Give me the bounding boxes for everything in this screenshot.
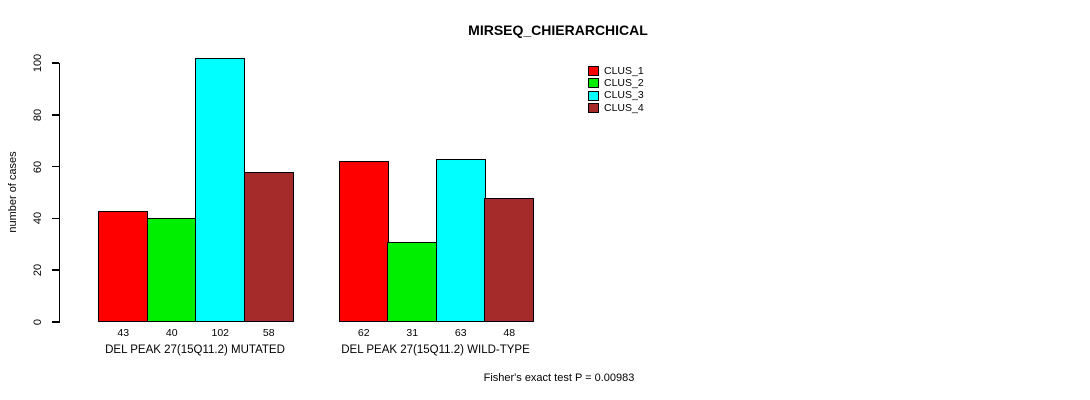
bar-value-label: 102: [211, 326, 230, 339]
legend-item-label: CLUS_2: [604, 76, 644, 89]
legend-item: CLUS_2: [588, 77, 644, 89]
legend-color-swatch-CLUS_2: [588, 78, 599, 89]
legend-item: CLUS_1: [588, 65, 644, 77]
y-tick-label: 100: [32, 53, 44, 73]
y-tick-label: 60: [32, 160, 44, 173]
legend-item: CLUS_3: [588, 90, 644, 102]
y-tick: [52, 165, 59, 168]
legend-color-swatch-CLUS_3: [588, 90, 599, 101]
bar-value-label: 62: [357, 326, 370, 339]
legend-item-label: CLUS_1: [604, 64, 644, 77]
bar-CLUS_1-group-2: [338, 161, 389, 322]
category-label: DEL PEAK 27(15Q11.2) WILD-TYPE: [341, 344, 530, 356]
chart-title: MIRSEQ_CHIERARCHICAL: [468, 22, 648, 38]
bar-CLUS_2-group-2: [387, 241, 437, 322]
legend-color-swatch-CLUS_1: [588, 66, 599, 77]
bar-value-label: 58: [262, 326, 275, 339]
bar-CLUS_4-group-2: [484, 197, 534, 322]
category-label: DEL PEAK 27(15Q11.2) MUTATED: [105, 344, 285, 356]
bar-value-label: 48: [503, 326, 516, 339]
legend-color-swatch-CLUS_4: [588, 103, 599, 114]
bar-CLUS_1-group-1: [98, 210, 148, 322]
y-tick: [52, 321, 59, 323]
bar-value-label: 43: [117, 326, 130, 339]
legend-item-label: CLUS_3: [604, 89, 644, 102]
y-tick: [52, 62, 59, 64]
y-tick-label: 40: [32, 212, 44, 225]
bar-value-label: 63: [454, 326, 467, 339]
y-axis-line: [58, 62, 60, 323]
bar-CLUS_3-group-1: [195, 57, 245, 322]
y-tick: [52, 269, 59, 271]
legend: CLUS_1 CLUS_2 CLUS_3 CLUS_4: [588, 65, 644, 114]
pvalue-annotation: Fisher's exact test P = 0.00983: [483, 372, 635, 384]
y-tick-label: 80: [32, 108, 44, 121]
y-tick: [52, 217, 59, 220]
y-tick-label: 0: [32, 318, 44, 326]
y-axis-label: number of cases: [7, 151, 19, 233]
bar-CLUS_3-group-2: [435, 158, 486, 322]
legend-item-label: CLUS_4: [604, 101, 644, 114]
y-tick: [52, 114, 59, 116]
bar-value-label: 40: [165, 326, 178, 339]
bar-value-label: 31: [406, 326, 419, 339]
legend-item: CLUS_4: [588, 102, 644, 114]
bar-CLUS_4-group-1: [243, 171, 294, 322]
bar-CLUS_2-group-1: [146, 218, 197, 322]
y-tick-label: 20: [32, 264, 44, 277]
